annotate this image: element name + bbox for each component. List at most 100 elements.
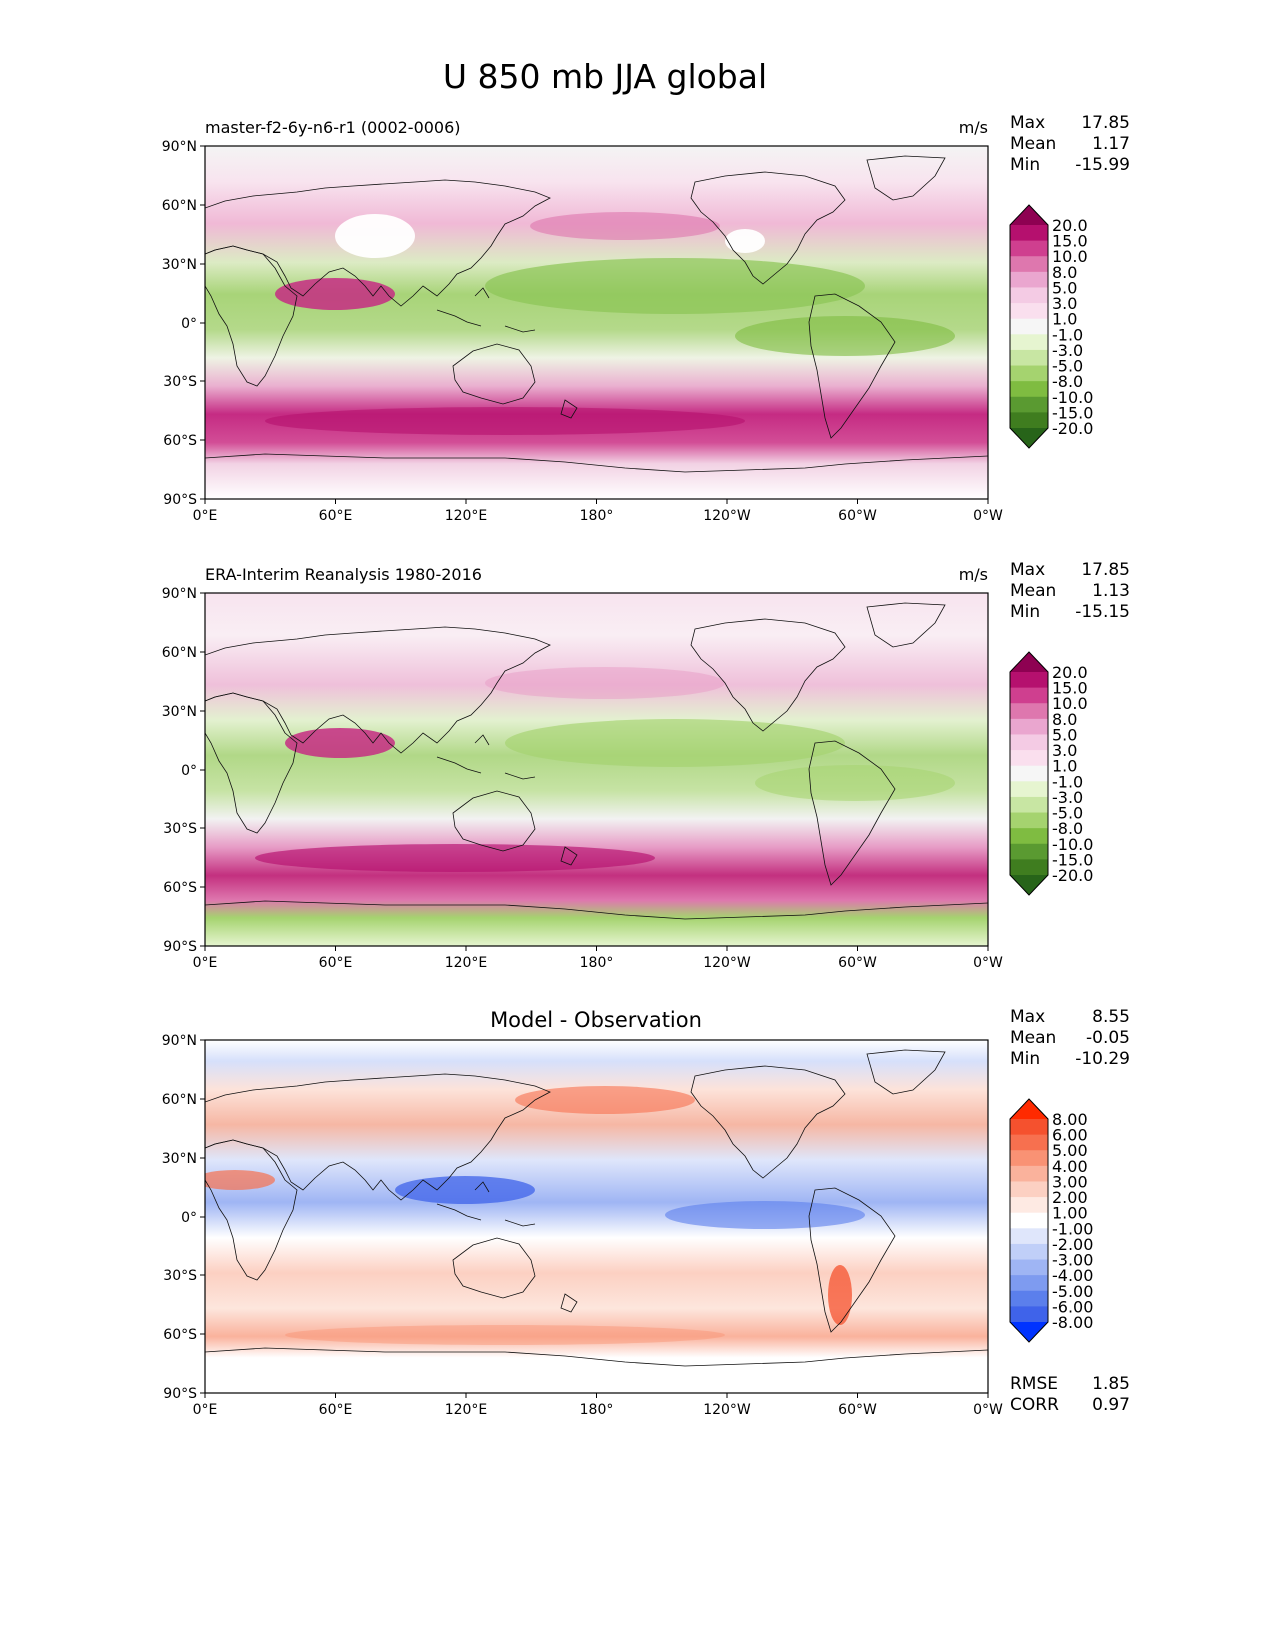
map-area: 90°N 60°N 30°N 0° 30°S 60°S 90°S 0°E 60°… bbox=[162, 139, 1003, 524]
colorbar-tick-label: 20.0 bbox=[1052, 663, 1088, 682]
colorbar-tick-label: -20.0 bbox=[1052, 419, 1093, 438]
lat-tick-label: 0° bbox=[181, 763, 197, 779]
rmse-label: RMSE bbox=[1010, 1374, 1058, 1394]
colorbar-band bbox=[1010, 812, 1048, 829]
field-feature bbox=[665, 1201, 865, 1229]
field-feature bbox=[395, 1176, 535, 1204]
colorbar-band bbox=[1010, 318, 1048, 335]
colorbar-tick-label: -3.0 bbox=[1052, 341, 1083, 360]
lon-tick-label: 180° bbox=[580, 1402, 614, 1418]
map-area: 90°N 60°N 30°N 0° 30°S 60°S 90°S 0°E 60°… bbox=[162, 586, 1003, 971]
lon-tick-label: 60°E bbox=[319, 508, 353, 524]
lon-tick-label: 0°W bbox=[973, 508, 1003, 524]
lat-tick-label: 30°S bbox=[163, 1268, 197, 1284]
colorbar-band bbox=[1010, 687, 1048, 704]
stat-label: Mean bbox=[1010, 134, 1056, 154]
field-feature bbox=[335, 214, 415, 258]
stats-box: Max 8.55 Mean -0.05 Min -10.29 bbox=[1010, 1007, 1130, 1069]
colorbar-band bbox=[1010, 672, 1048, 689]
colorbar-tick-label: -8.0 bbox=[1052, 372, 1083, 391]
stat-value: -10.29 bbox=[1075, 1049, 1130, 1069]
field-feature bbox=[515, 1086, 695, 1114]
lat-ticks: 90°N 60°N 30°N 0° 30°S 60°S 90°S bbox=[162, 139, 205, 508]
lat-tick-label: 60°S bbox=[163, 880, 197, 896]
field-feature bbox=[735, 316, 955, 356]
colorbar-tick-label: 15.0 bbox=[1052, 679, 1088, 698]
colorbar-band bbox=[1010, 1119, 1048, 1136]
colorbar: 8.006.005.004.003.002.001.00-1.00-2.00-3… bbox=[1009, 1098, 1093, 1343]
colorbar-extend-max bbox=[1010, 1099, 1048, 1119]
colorbar-band bbox=[1010, 256, 1048, 273]
colorbar-band bbox=[1010, 334, 1048, 351]
error-stats: RMSE 1.85 CORR 0.97 bbox=[1010, 1374, 1130, 1415]
colorbar-tick-label: 8.0 bbox=[1052, 710, 1077, 729]
colorbar-extend-max bbox=[1010, 652, 1048, 672]
field-feature bbox=[485, 667, 725, 699]
colorbar-tick-label: 10.0 bbox=[1052, 247, 1088, 266]
field-feature bbox=[255, 844, 655, 872]
colorbar-tick-label: 1.0 bbox=[1052, 310, 1077, 329]
colorbar-band bbox=[1010, 1212, 1048, 1229]
lat-tick-label: 90°N bbox=[162, 139, 197, 155]
lat-tick-label: 60°N bbox=[162, 645, 197, 661]
lon-tick-label: 60°W bbox=[838, 955, 877, 971]
lat-ticks: 90°N 60°N 30°N 0° 30°S 60°S 90°S bbox=[162, 586, 205, 955]
colorbar-extend-min bbox=[1010, 875, 1048, 895]
colorbar-band bbox=[1010, 1181, 1048, 1198]
field-feature bbox=[275, 278, 395, 310]
lon-tick-label: 0°E bbox=[193, 508, 218, 524]
lat-tick-label: 60°N bbox=[162, 198, 197, 214]
colorbar-tick-label: -10.0 bbox=[1052, 835, 1093, 854]
stats-box: Max 17.85 Mean 1.13 Min -15.15 bbox=[1010, 560, 1130, 622]
colorbar-outline bbox=[1009, 204, 1049, 449]
panel-model: master-f2-6y-n6-r1 (0002-0006) m/s 90°N … bbox=[162, 113, 1130, 524]
colorbar-band bbox=[1010, 796, 1048, 814]
colorbar-extend-min bbox=[1010, 1322, 1048, 1342]
panel-units: m/s bbox=[959, 118, 988, 137]
panel-diff: Model - Observation 90°N 60°N 30°N 0° 30… bbox=[162, 1007, 1130, 1418]
lon-tick-label: 0°W bbox=[973, 955, 1003, 971]
lon-tick-label: 120°E bbox=[445, 1402, 488, 1418]
colorbar-tick-label: 20.0 bbox=[1052, 216, 1088, 235]
colorbar-band bbox=[1010, 859, 1048, 876]
field-feature bbox=[828, 1265, 852, 1325]
lon-tick-label: 60°E bbox=[319, 955, 353, 971]
colorbar-outline bbox=[1009, 1098, 1049, 1343]
colorbar-band bbox=[1010, 381, 1048, 398]
panel-left-title: master-f2-6y-n6-r1 (0002-0006) bbox=[205, 118, 461, 137]
field-feature bbox=[755, 765, 955, 801]
lon-tick-label: 120°W bbox=[703, 1402, 751, 1418]
colorbar-tick-label: -4.00 bbox=[1052, 1266, 1093, 1285]
stat-value: 17.85 bbox=[1081, 113, 1130, 133]
colorbar-band bbox=[1010, 287, 1048, 304]
stat-value: -15.15 bbox=[1075, 602, 1130, 622]
colorbar-tick-label: 4.00 bbox=[1052, 1157, 1088, 1176]
lat-tick-label: 90°S bbox=[163, 939, 197, 955]
lon-tick-label: 120°W bbox=[703, 508, 751, 524]
panel-units: m/s bbox=[959, 565, 988, 584]
stat-value: 1.13 bbox=[1092, 581, 1130, 601]
colorbar-tick-label: -3.0 bbox=[1052, 788, 1083, 807]
colorbar-tick-label: 5.0 bbox=[1052, 278, 1077, 297]
colorbar-tick-label: -2.00 bbox=[1052, 1235, 1093, 1254]
colorbar-band bbox=[1010, 271, 1048, 288]
rmse-value: 1.85 bbox=[1092, 1374, 1130, 1394]
colorbar-band bbox=[1010, 225, 1048, 242]
stat-value: 1.17 bbox=[1092, 134, 1130, 154]
panel-center-title: Model - Observation bbox=[490, 1008, 702, 1032]
colorbar-band bbox=[1010, 1275, 1048, 1292]
lat-tick-label: 30°N bbox=[162, 1151, 197, 1167]
corr-value: 0.97 bbox=[1092, 1395, 1130, 1415]
colorbar-tick-label: 5.00 bbox=[1052, 1141, 1088, 1160]
colorbar-band bbox=[1010, 1134, 1048, 1151]
lon-tick-label: 0°E bbox=[193, 955, 218, 971]
stat-label: Min bbox=[1010, 155, 1040, 175]
colorbar-band bbox=[1010, 1306, 1048, 1323]
colorbar-band bbox=[1010, 240, 1048, 257]
lon-ticks: 0°E 60°E 120°E 180° 120°W 60°W 0°W bbox=[193, 946, 1003, 971]
stat-value: -0.05 bbox=[1086, 1028, 1130, 1048]
lat-tick-label: 0° bbox=[181, 1210, 197, 1226]
stat-value: 8.55 bbox=[1092, 1007, 1130, 1027]
colorbar-band bbox=[1010, 828, 1048, 845]
stat-value: 17.85 bbox=[1081, 560, 1130, 580]
